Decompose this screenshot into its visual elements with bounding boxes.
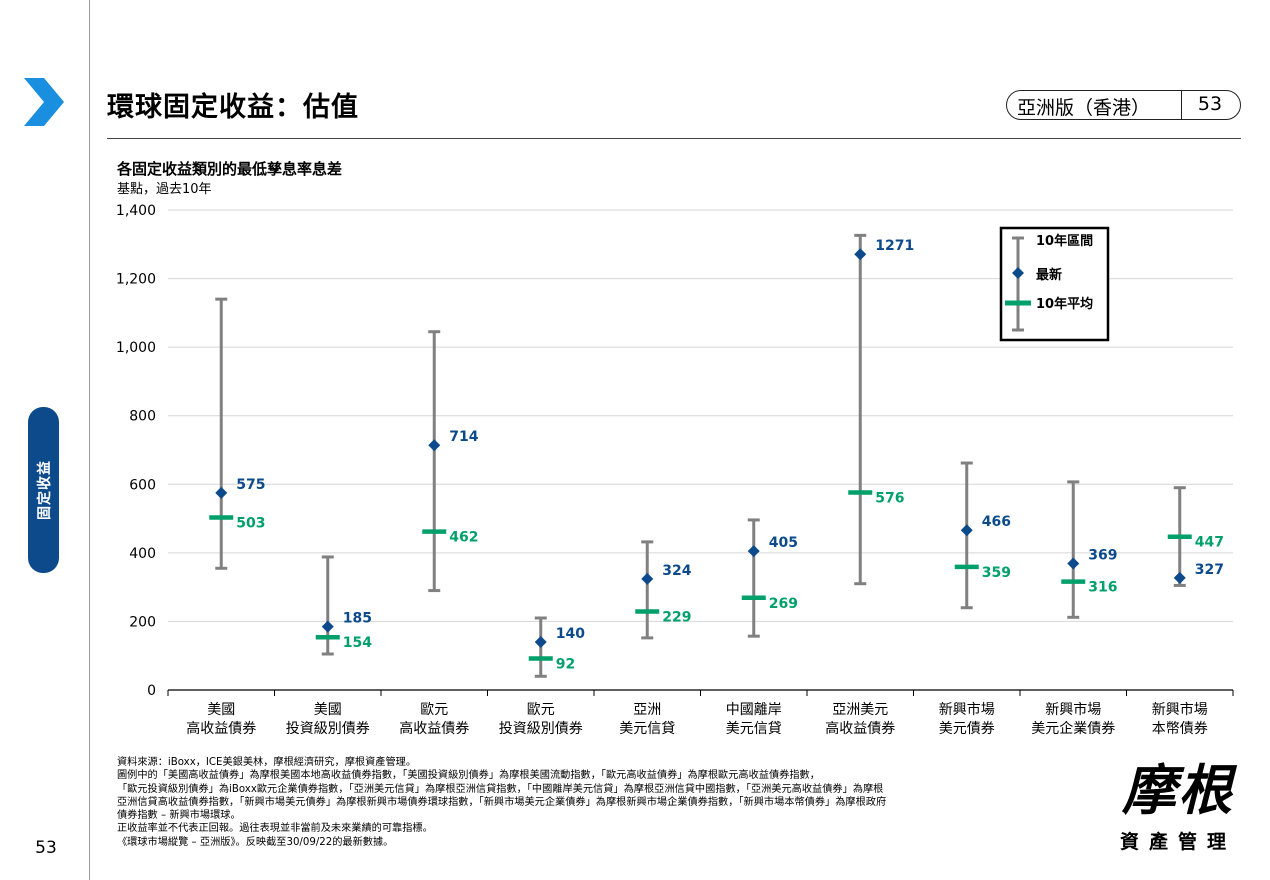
average-data-label: 316: [1088, 580, 1117, 596]
latest-marker: [215, 486, 228, 499]
x-tick-label: 新興市場: [1152, 701, 1208, 718]
average-data-label: 154: [343, 635, 372, 651]
x-tick-label: 高收益債券: [186, 720, 256, 737]
logo-subtitle: 資產管理: [1119, 831, 1236, 853]
average-data-label: 92: [556, 656, 575, 672]
footnote-line: 亞洲信貸高收益債券指數，「新興市場美元債券」為摩根新興市場債券環球指數，「新興市…: [117, 796, 887, 808]
y-tick-label: 1,400: [116, 203, 156, 219]
latest-data-label: 324: [662, 563, 691, 579]
latest-data-label: 327: [1195, 562, 1224, 578]
page-number: 53: [1197, 93, 1223, 115]
footnote-line: 圖例中的「美國高收益債券」為摩根美國本地高收益債券指數，「美國投資級別債券」為摩…: [117, 770, 820, 782]
average-data-label: 462: [449, 530, 478, 546]
latest-marker: [534, 636, 547, 648]
average-data-label: 359: [982, 565, 1011, 581]
footnote-line: 正收益率並不代表正回報。過往表現並非當前及未來業績的可靠指標。: [117, 823, 433, 835]
average-data-label: 447: [1195, 535, 1224, 551]
page-title: 環球固定收益：估值: [107, 92, 359, 123]
legend-label-average: 10年平均: [1036, 296, 1093, 312]
x-tick-label: 美元債券: [939, 721, 995, 737]
y-tick-label: 1,000: [116, 340, 156, 356]
chart-subtitle: 基點，過去10年: [117, 182, 212, 197]
y-tick-label: 400: [129, 546, 156, 562]
chevron-right-icon: [24, 78, 64, 126]
x-tick-label: 中國離岸: [726, 701, 782, 718]
x-tick-label: 歐元: [527, 702, 555, 718]
x-tick-label: 新興市場: [939, 701, 995, 718]
legend-label-latest: 最新: [1036, 267, 1062, 283]
edition-badge: 亞洲版（香港） 53: [1006, 90, 1241, 120]
legend-label-range: 10年區間: [1036, 233, 1093, 249]
latest-marker: [641, 572, 654, 585]
latest-data-label: 1271: [875, 238, 914, 254]
x-tick-label: 美國: [314, 702, 342, 718]
latest-data-label: 185: [343, 611, 372, 627]
latest-data-label: 466: [982, 514, 1011, 530]
x-tick-label: 高收益債券: [825, 720, 895, 737]
x-tick-label: 亞洲美元: [832, 702, 888, 718]
x-tick-label: 投資級別債券: [286, 721, 370, 737]
latest-marker: [1173, 571, 1186, 584]
average-data-label: 503: [236, 516, 265, 532]
latest-data-label: 575: [236, 477, 265, 493]
latest-marker: [747, 545, 760, 558]
latest-marker: [428, 439, 441, 452]
section-tab[interactable]: 固定收益: [28, 407, 59, 573]
x-tick-label: 亞洲: [633, 702, 661, 718]
x-tick-label: 美元信貸: [726, 721, 782, 737]
latest-marker: [1067, 557, 1080, 570]
chart-title: 各固定收益類別的最低孳息率息差: [117, 160, 343, 178]
footnote-line: 《環球市場縱覽 – 亞洲版》。反映截至30/09/22的最新數據。: [117, 836, 394, 848]
x-tick-label: 本幣債券: [1152, 721, 1208, 737]
x-tick-label: 美國: [207, 702, 235, 718]
x-tick-label: 美元企業債券: [1031, 720, 1115, 737]
average-data-label: 229: [662, 609, 691, 625]
x-tick-label: 美元信貸: [619, 721, 675, 737]
page-number-left: 53: [35, 838, 57, 858]
latest-data-label: 405: [769, 535, 798, 551]
footnote-line: 債券指數 – 新興市場環球。: [117, 810, 241, 822]
latest-data-label: 369: [1088, 547, 1117, 563]
edition-divider: [1181, 91, 1182, 119]
company-logo: 摩根 資產管理: [1108, 755, 1248, 854]
footnotes: 資料來源：iBoxx，ICE美銀美林，摩根經濟研究，摩根資產管理。 圖例中的「美…: [117, 756, 1067, 849]
x-tick-label: 歐元: [420, 702, 448, 718]
x-tick-label: 新興市場: [1045, 701, 1101, 718]
legend-latest-marker: [1012, 267, 1024, 279]
latest-data-label: 714: [449, 429, 478, 445]
latest-marker: [321, 620, 334, 633]
footnote-line: 資料來源：iBoxx，ICE美銀美林，摩根經濟研究，摩根資產管理。: [117, 757, 417, 768]
x-tick-label: 投資級別債券: [499, 721, 583, 737]
left-margin-rule: [89, 0, 90, 880]
latest-marker: [854, 248, 867, 261]
logo-name: 摩根: [1122, 758, 1234, 822]
y-tick-label: 800: [129, 409, 156, 425]
y-tick-label: 200: [129, 614, 156, 630]
y-tick-label: 600: [129, 477, 156, 493]
latest-data-label: 140: [556, 626, 585, 642]
average-data-label: 576: [875, 491, 904, 507]
x-tick-label: 高收益債券: [399, 720, 469, 737]
edition-label: 亞洲版（香港）: [1017, 97, 1151, 119]
title-divider: [107, 138, 1241, 139]
y-tick-label: 1,200: [116, 272, 156, 288]
average-data-label: 269: [769, 596, 798, 612]
footnote-line: 「歐元投資級別債券」為iBoxx歐元企業債券指數，「亞洲美元信貸」為摩根亞洲信貸…: [117, 783, 884, 795]
y-tick-label: 0: [147, 683, 156, 699]
latest-marker: [960, 524, 973, 537]
